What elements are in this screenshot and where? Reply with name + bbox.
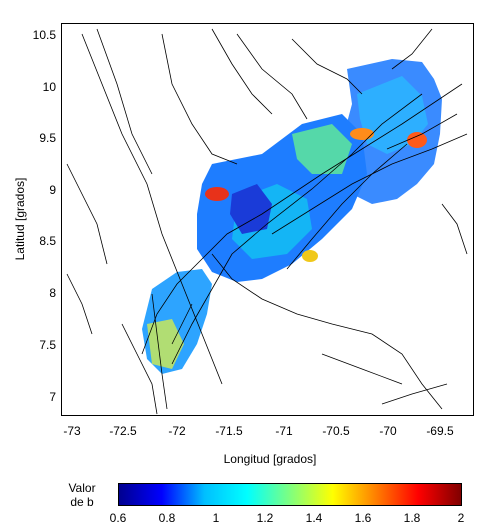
colorbar-tick: 1.2: [256, 511, 274, 525]
y-tick: 7.5: [39, 338, 56, 352]
y-tick: 8.5: [39, 234, 56, 248]
bvalue-hotspot-orange-2: [350, 128, 374, 140]
colorbar-tick: 0.8: [158, 511, 176, 525]
bvalue-region-central-green: [292, 124, 352, 174]
colorbar-tick: 1.8: [403, 511, 421, 525]
x-tick: -71.5: [215, 424, 243, 438]
y-tick: 9: [49, 183, 56, 197]
y-tick: 10: [42, 80, 56, 94]
bvalue-hotspot-red-1: [205, 187, 229, 201]
y-tick: 7: [49, 390, 56, 404]
fault-lines: [66, 28, 468, 415]
colorbar-tick: 2: [457, 511, 465, 525]
map-svg: [66, 28, 468, 415]
x-tick: -69.5: [426, 424, 454, 438]
colorbar-tick: 1: [212, 511, 220, 525]
x-tick: -71: [275, 424, 293, 438]
bvalue-hotspot-yellow-1: [302, 250, 318, 262]
colorbar-tick: 0.6: [109, 511, 127, 525]
bvalue-region-southwest-yellow: [147, 319, 184, 369]
y-tick: 8: [49, 286, 56, 300]
colorbar-tick: 1.4: [305, 511, 323, 525]
map-plot-area: [61, 23, 474, 416]
y-tick: 10.5: [32, 28, 56, 42]
y-tick: 9.5: [39, 131, 56, 145]
x-axis-label: Longitud [grados]: [223, 452, 317, 466]
bvalue-hotspot-orange-1: [407, 132, 427, 148]
colorbar-title-line2: de b: [70, 495, 94, 509]
x-tick: -72.5: [109, 424, 137, 438]
colorbar-tick: 1.6: [354, 511, 372, 525]
colorbar-title-line1: Valor: [68, 481, 96, 495]
bvalue-region-central-dark: [230, 184, 272, 234]
colorbar: [118, 483, 462, 506]
x-tick: -70: [379, 424, 397, 438]
colorbar-title: Valor de b: [62, 481, 102, 509]
x-tick: -72: [168, 424, 186, 438]
y-axis-label: Latitud [grados]: [13, 177, 27, 261]
x-tick: -73: [63, 424, 81, 438]
x-tick: -70.5: [322, 424, 350, 438]
